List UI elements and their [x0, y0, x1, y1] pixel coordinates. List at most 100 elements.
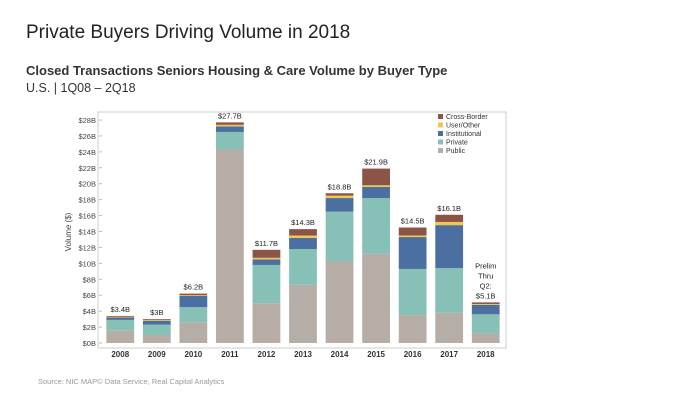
y-axis-label: Volume ($): [64, 212, 73, 251]
bar-segment: [435, 268, 464, 313]
y-tick-label: $10B: [78, 259, 96, 268]
bar-segment: [435, 225, 464, 269]
x-tick-label: 2014: [331, 350, 349, 359]
x-tick-label: 2015: [367, 350, 385, 359]
x-tick-label: 2013: [294, 350, 312, 359]
bar-segment: [398, 315, 427, 343]
total-label: $14.3B: [291, 218, 315, 227]
bar-segment: [362, 198, 390, 254]
chart-title: Private Buyers Driving Volume in 2018: [26, 22, 350, 43]
chart-subtitle2: U.S. | 1Q08 – 2Q18: [26, 81, 136, 95]
total-label: $3.4B: [110, 305, 130, 314]
y-tick-label: $18B: [78, 196, 96, 205]
total-label-line: $14.5B: [401, 217, 425, 226]
y-tick-label: $16B: [78, 212, 96, 221]
bar-segment: [106, 317, 135, 320]
bar-segment: [252, 303, 281, 343]
legend-swatch: [438, 148, 443, 153]
legend-label: Institutional: [446, 131, 482, 138]
plot-frame: [97, 111, 507, 349]
total-label-line: Thru: [478, 271, 493, 280]
bar-segment: [435, 221, 464, 226]
bar-segment: [471, 314, 500, 334]
total-label-line: Q2:: [480, 281, 492, 290]
bar-segment: [289, 229, 317, 236]
total-label-line: $18.8B: [328, 182, 352, 191]
legend-swatch: [438, 122, 443, 128]
bar-segment: [179, 322, 208, 343]
y-tick-label: $6B: [83, 291, 96, 300]
y-tick-label: $4B: [83, 307, 96, 316]
y-tick-label: $22B: [78, 164, 96, 173]
bar-segment: [325, 198, 354, 212]
bar-segment: [106, 315, 135, 317]
bar-segment: [216, 122, 244, 125]
bar-segment: [325, 193, 354, 196]
bar-segment: [398, 227, 427, 236]
chart-subtitle: Closed Transactions Seniors Housing & Ca…: [26, 63, 447, 78]
total-label-line: Prelim: [475, 261, 496, 270]
bar-segment: [106, 316, 135, 318]
bar-segment: [471, 303, 500, 305]
bar-segment: [216, 124, 244, 127]
total-label: $14.5B: [401, 217, 425, 226]
total-label-line: $5.1B: [476, 291, 496, 300]
total-label-line: $3B: [150, 308, 163, 317]
bar-segment: [216, 126, 244, 132]
bar-segment: [179, 293, 208, 296]
total-label-line: $6.2B: [184, 283, 204, 292]
bar-segment: [362, 253, 390, 343]
bar-segment: [289, 235, 317, 238]
legend-swatch: [438, 131, 443, 136]
legend-label: User/Other: [446, 123, 481, 130]
total-label-line: $16.1B: [437, 204, 461, 213]
x-tick-label: 2011: [221, 350, 239, 359]
bar-segment: [106, 330, 135, 343]
y-tick-label: $26B: [78, 132, 96, 141]
bar-segment: [106, 319, 135, 331]
bar-segment: [398, 268, 427, 316]
bar-segment: [252, 264, 281, 304]
bar-segment: [142, 324, 171, 336]
bar-segment: [435, 312, 464, 343]
x-tick-label: 2012: [258, 350, 276, 359]
source: Source: NIC MAP© Data Service, Real Capi…: [38, 377, 225, 386]
total-label: $16.1B: [437, 204, 461, 213]
y-tick-label: $14B: [78, 228, 96, 237]
total-label: $11.7B: [255, 239, 278, 248]
legend-label: Public: [446, 148, 466, 155]
legend-label: Cross-Border: [446, 114, 488, 121]
legend-swatch: [438, 139, 443, 145]
bar-segment: [362, 168, 390, 186]
legend-label: Private: [446, 140, 468, 147]
total-label: $27.7B: [218, 111, 242, 120]
y-tick-label: $0B: [83, 339, 96, 348]
bar-segment: [142, 319, 171, 320]
bar-segment: [471, 333, 500, 343]
y-tick-label: $8B: [83, 275, 96, 284]
bar-segment: [289, 284, 317, 343]
bar-segment: [398, 235, 427, 238]
x-tick-label: 2010: [184, 350, 202, 359]
legend-swatch: [438, 114, 443, 119]
x-tick-label: 2008: [111, 350, 129, 359]
total-label: $6.2B: [184, 283, 204, 292]
bar-segment: [471, 302, 500, 304]
bar-segment: [362, 186, 390, 199]
total-label-line: $21.9B: [364, 158, 388, 167]
y-tick-label: $24B: [78, 148, 96, 157]
bar-segment: [252, 249, 281, 258]
y-tick-label: $28B: [78, 116, 96, 125]
bar-segment: [289, 237, 317, 250]
total-label: $18.8B: [328, 182, 352, 191]
y-tick-label: $20B: [78, 180, 96, 189]
bar-segment: [362, 185, 390, 187]
total-label-line: $27.7B: [218, 111, 242, 120]
x-tick-label: 2017: [440, 350, 458, 359]
x-tick-label: 2009: [148, 350, 166, 359]
bar-segment: [435, 214, 464, 222]
bar-segment: [179, 296, 208, 308]
